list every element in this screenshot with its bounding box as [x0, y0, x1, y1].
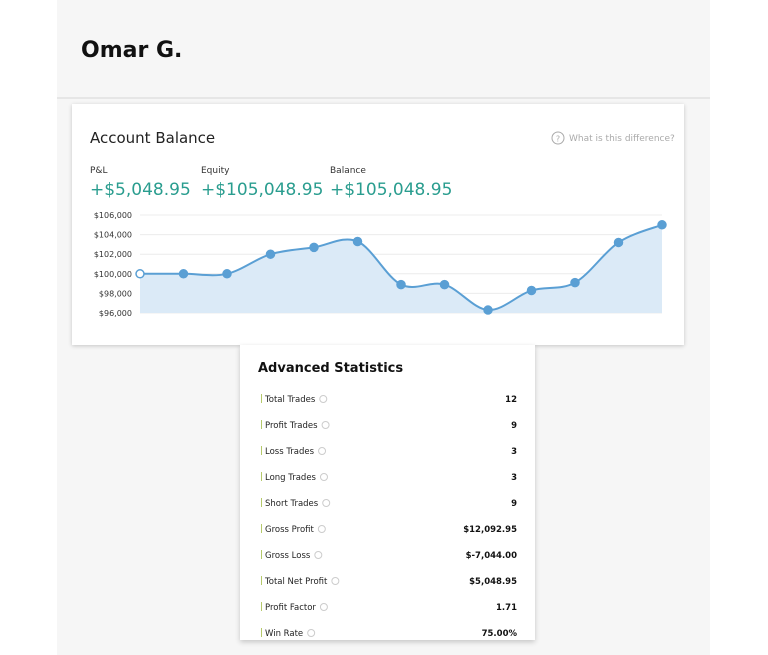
stat-label: Loss Trades [265, 447, 315, 457]
account-card: Account Balance ? What is this differenc… [72, 104, 684, 345]
row-marker [261, 394, 262, 403]
help-icon[interactable] [551, 131, 565, 145]
stat-value: 9 [511, 499, 517, 509]
point [135, 269, 145, 279]
row-marker [261, 472, 262, 481]
row-marker [261, 420, 262, 429]
metric-value: +$5,048.95 [90, 180, 191, 200]
row-marker [261, 498, 262, 507]
stats-card: Advanced Statistics Total Trades 12 Profit… [240, 345, 535, 640]
info-icon [322, 499, 331, 507]
row-marker [261, 550, 262, 559]
stats-table: Advanced Statistics Total Trades 12 Profit… [258, 361, 518, 639]
metric-value: +$105,048.95 [330, 180, 452, 200]
stat-value: $12,092.95 [463, 525, 517, 535]
point [613, 237, 624, 248]
stat-value: 1.71 [496, 603, 517, 613]
stat-label: Total Trades [264, 395, 316, 405]
point [526, 285, 537, 296]
help-icon-mark: ? [556, 135, 560, 144]
stat-value: $-7,044.00 [466, 551, 517, 561]
point [222, 269, 232, 279]
info-icon [307, 629, 316, 637]
info-icon [314, 551, 323, 559]
point [178, 269, 189, 279]
info-icon [317, 525, 326, 533]
point [352, 236, 363, 247]
y-tick-label: $98,000 [99, 289, 132, 298]
help-link[interactable]: What is this difference? [569, 134, 675, 144]
info-icon [319, 473, 328, 481]
info-icon [321, 421, 330, 429]
stat-value: 9 [511, 421, 517, 431]
stats-title: Advanced Statistics [258, 361, 403, 376]
info-icon [319, 603, 328, 611]
point [570, 277, 580, 288]
area [140, 224, 662, 313]
metric-value: +$105,048.95 [201, 180, 323, 200]
stat-value: 12 [505, 395, 517, 405]
point [439, 279, 450, 290]
point [309, 242, 319, 253]
stat-label: Win Rate [265, 629, 303, 639]
row-marker [261, 602, 262, 611]
info-icon [331, 577, 340, 585]
card-title: Account Balance [90, 129, 215, 147]
stat-label: Profit Factor [265, 603, 316, 613]
row-marker [261, 628, 262, 637]
metric-label: Balance [330, 166, 366, 176]
stat-value: 3 [511, 473, 517, 483]
point [265, 249, 276, 259]
y-tick-label: $104,000 [94, 231, 132, 240]
stat-label: Long Trades [265, 473, 317, 483]
stat-value: 3 [511, 447, 517, 457]
row-marker [261, 524, 262, 533]
info-icon [318, 447, 327, 455]
stat-label: Short Trades [265, 499, 319, 509]
row-marker [261, 446, 262, 455]
info-icon [319, 395, 328, 403]
stat-value: $5,048.95 [469, 577, 517, 587]
chart: Account Balance ? What is this differenc… [90, 129, 675, 318]
stat-label: Gross Profit [265, 525, 314, 535]
point [396, 279, 406, 290]
stat-value: 75.00% [482, 629, 518, 639]
metric-label: Equity [201, 166, 230, 176]
stat-label: Profit Trades [265, 421, 318, 431]
y-tick-label: $96,000 [99, 309, 132, 318]
y-tick-label: $102,000 [94, 250, 132, 259]
point [657, 220, 667, 230]
y-tick-label: $100,000 [94, 270, 132, 279]
point [483, 305, 493, 315]
stat-label: Total Net Profit [264, 577, 328, 587]
stat-label: Gross Loss [265, 551, 311, 561]
user-name: Omar G. [81, 38, 183, 63]
metric-label: P&L [90, 166, 107, 176]
y-tick-label: $106,000 [94, 211, 132, 220]
header: Omar G. [57, 0, 710, 99]
row-marker [261, 576, 262, 585]
